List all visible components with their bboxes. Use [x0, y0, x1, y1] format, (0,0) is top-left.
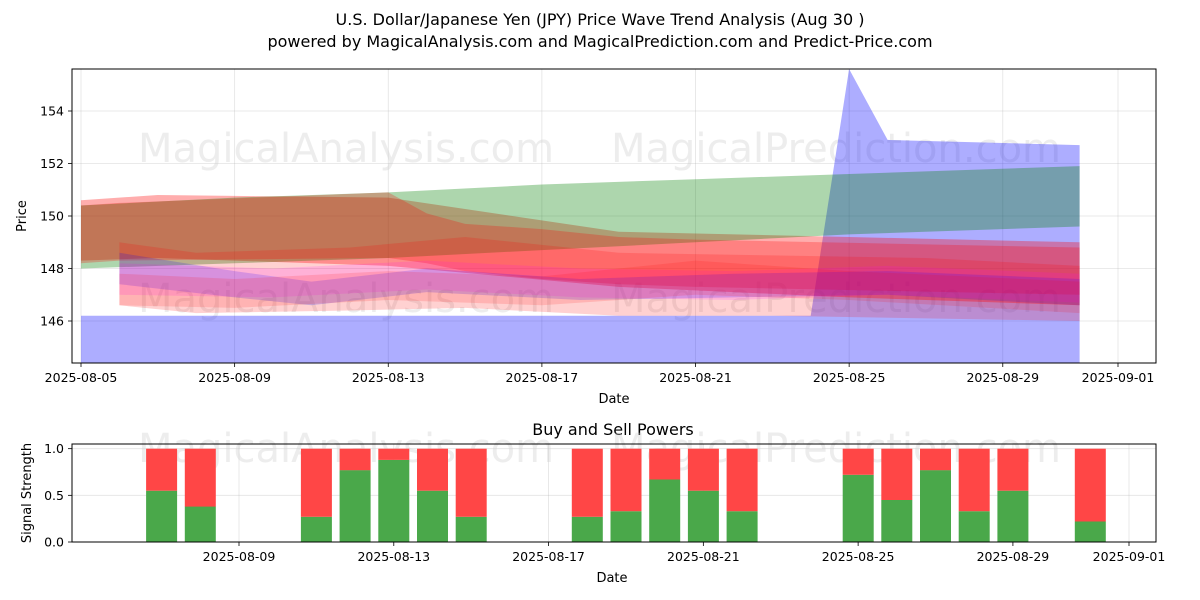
price-wave-band-4 [119, 237, 1080, 321]
price-y-tick-label: 148 [40, 261, 64, 276]
signal-y-tick-label: 0.0 [44, 535, 64, 550]
sell-power-bar [726, 448, 758, 512]
signal-x-axis-title: Date [596, 571, 627, 586]
signal-x-tick-label: 2025-08-09 [203, 549, 276, 564]
sell-power-bar [378, 448, 410, 460]
sell-power-bar [610, 448, 642, 512]
sell-power-bar [146, 448, 178, 491]
price-gridlines [72, 69, 1156, 363]
price-wave-band-1 [81, 195, 1080, 306]
signal-x-ticks: 2025-08-09 2025-08-13 2025-08-17 2025-08-21… [203, 542, 1166, 564]
buy-power-bar [417, 490, 448, 542]
price-wave-band-7 [119, 260, 1080, 314]
price-y-tick-label: 154 [40, 104, 64, 119]
buy-power-bar [881, 500, 913, 542]
buy-power-bar [842, 474, 874, 542]
price-wave-band-3 [81, 192, 1080, 295]
sell-power-bar [958, 448, 990, 512]
price-y-tick-label: 152 [40, 156, 64, 171]
price-x-tick-label: 2025-08-09 [198, 370, 271, 385]
price-x-tick-label: 2025-08-13 [352, 370, 425, 385]
price-plot: MagicalAnalysis.com MagicalPrediction.co… [15, 68, 1157, 407]
sell-power-bar [997, 448, 1029, 491]
price-y-ticks: 146 148 150 152 154 [40, 104, 72, 329]
sell-power-bar [842, 448, 874, 475]
price-wave-band-6 [119, 260, 1080, 303]
buy-power-bar [184, 506, 216, 542]
price-wave-bands [81, 69, 1080, 363]
buy-power-bar [571, 516, 603, 542]
signal-bars [146, 448, 1106, 542]
signal-y-axis-title: Signal Strength [20, 443, 35, 543]
price-watermark-left: MagicalAnalysis.com [138, 126, 554, 172]
sell-power-bar [1074, 448, 1106, 522]
sell-power-bar [687, 448, 719, 491]
buy-power-bar [455, 516, 487, 542]
buy-power-bar [726, 511, 758, 542]
price-y-tick-label: 150 [40, 209, 64, 224]
price-watermark-left-lower: MagicalAnalysis.com [138, 276, 554, 322]
signal-x-tick-label: 2025-08-13 [357, 549, 430, 564]
price-x-axis-title: Date [598, 392, 629, 407]
price-x-tick-label: 2025-08-05 [45, 370, 118, 385]
main-chart-subtitle: powered by MagicalAnalysis.com and Magic… [267, 32, 932, 51]
buy-power-bar [378, 459, 410, 542]
signal-x-tick-label: 2025-09-01 [1093, 549, 1166, 564]
signal-plot: Buy and Sell Powers MagicalAnalysis.com … [20, 420, 1165, 586]
price-y-axis-title: Price [15, 200, 30, 232]
buy-power-bar [610, 511, 642, 542]
price-y-tick-label: 146 [40, 314, 64, 329]
sell-power-bar [417, 448, 448, 491]
price-wave-band-0 [81, 69, 1080, 363]
buy-power-bar [146, 490, 178, 542]
buy-power-bar [687, 490, 719, 542]
signal-y-tick-label: 1.0 [44, 441, 64, 456]
price-watermark-right-lower: MagicalPrediction.com [611, 276, 1061, 322]
sell-power-bar [339, 448, 371, 471]
buy-power-bar [920, 470, 951, 542]
price-x-tick-label: 2025-08-17 [506, 370, 579, 385]
sell-power-bar [920, 448, 951, 471]
price-x-tick-label: 2025-08-21 [659, 370, 732, 385]
price-x-tick-label: 2025-08-25 [813, 370, 886, 385]
sell-power-bar [300, 448, 332, 517]
sell-power-bar [571, 448, 603, 517]
signal-x-tick-label: 2025-08-29 [977, 549, 1050, 564]
price-wave-band-5 [119, 252, 1080, 306]
sell-power-bar [184, 448, 216, 507]
signal-x-tick-label: 2025-08-17 [512, 549, 585, 564]
signal-y-ticks: 0.0 0.5 1.0 [44, 441, 72, 550]
buy-power-bar [649, 479, 681, 542]
price-x-ticks: 2025-08-05 2025-08-09 2025-08-13 2025-08-17… [45, 363, 1155, 385]
sell-power-bar [649, 448, 681, 480]
signal-x-tick-label: 2025-08-21 [667, 549, 740, 564]
price-wave-band-2 [81, 166, 1080, 269]
price-x-tick-label: 2025-09-01 [1082, 370, 1155, 385]
sell-power-bar [455, 448, 487, 517]
price-watermark-right: MagicalPrediction.com [611, 126, 1061, 172]
signal-chart-title: Buy and Sell Powers [532, 420, 694, 439]
buy-power-bar [339, 470, 371, 542]
buy-power-bar [1074, 521, 1106, 542]
buy-power-bar [958, 511, 990, 542]
signal-y-tick-label: 0.5 [44, 488, 64, 503]
buy-power-bar [997, 490, 1029, 542]
price-x-tick-label: 2025-08-29 [966, 370, 1039, 385]
signal-x-tick-label: 2025-08-25 [822, 549, 895, 564]
buy-power-bar [300, 516, 332, 542]
main-chart-title: U.S. Dollar/Japanese Yen (JPY) Price Wav… [336, 10, 865, 29]
sell-power-bar [881, 448, 913, 500]
signal-plot-frame [71, 443, 1157, 543]
